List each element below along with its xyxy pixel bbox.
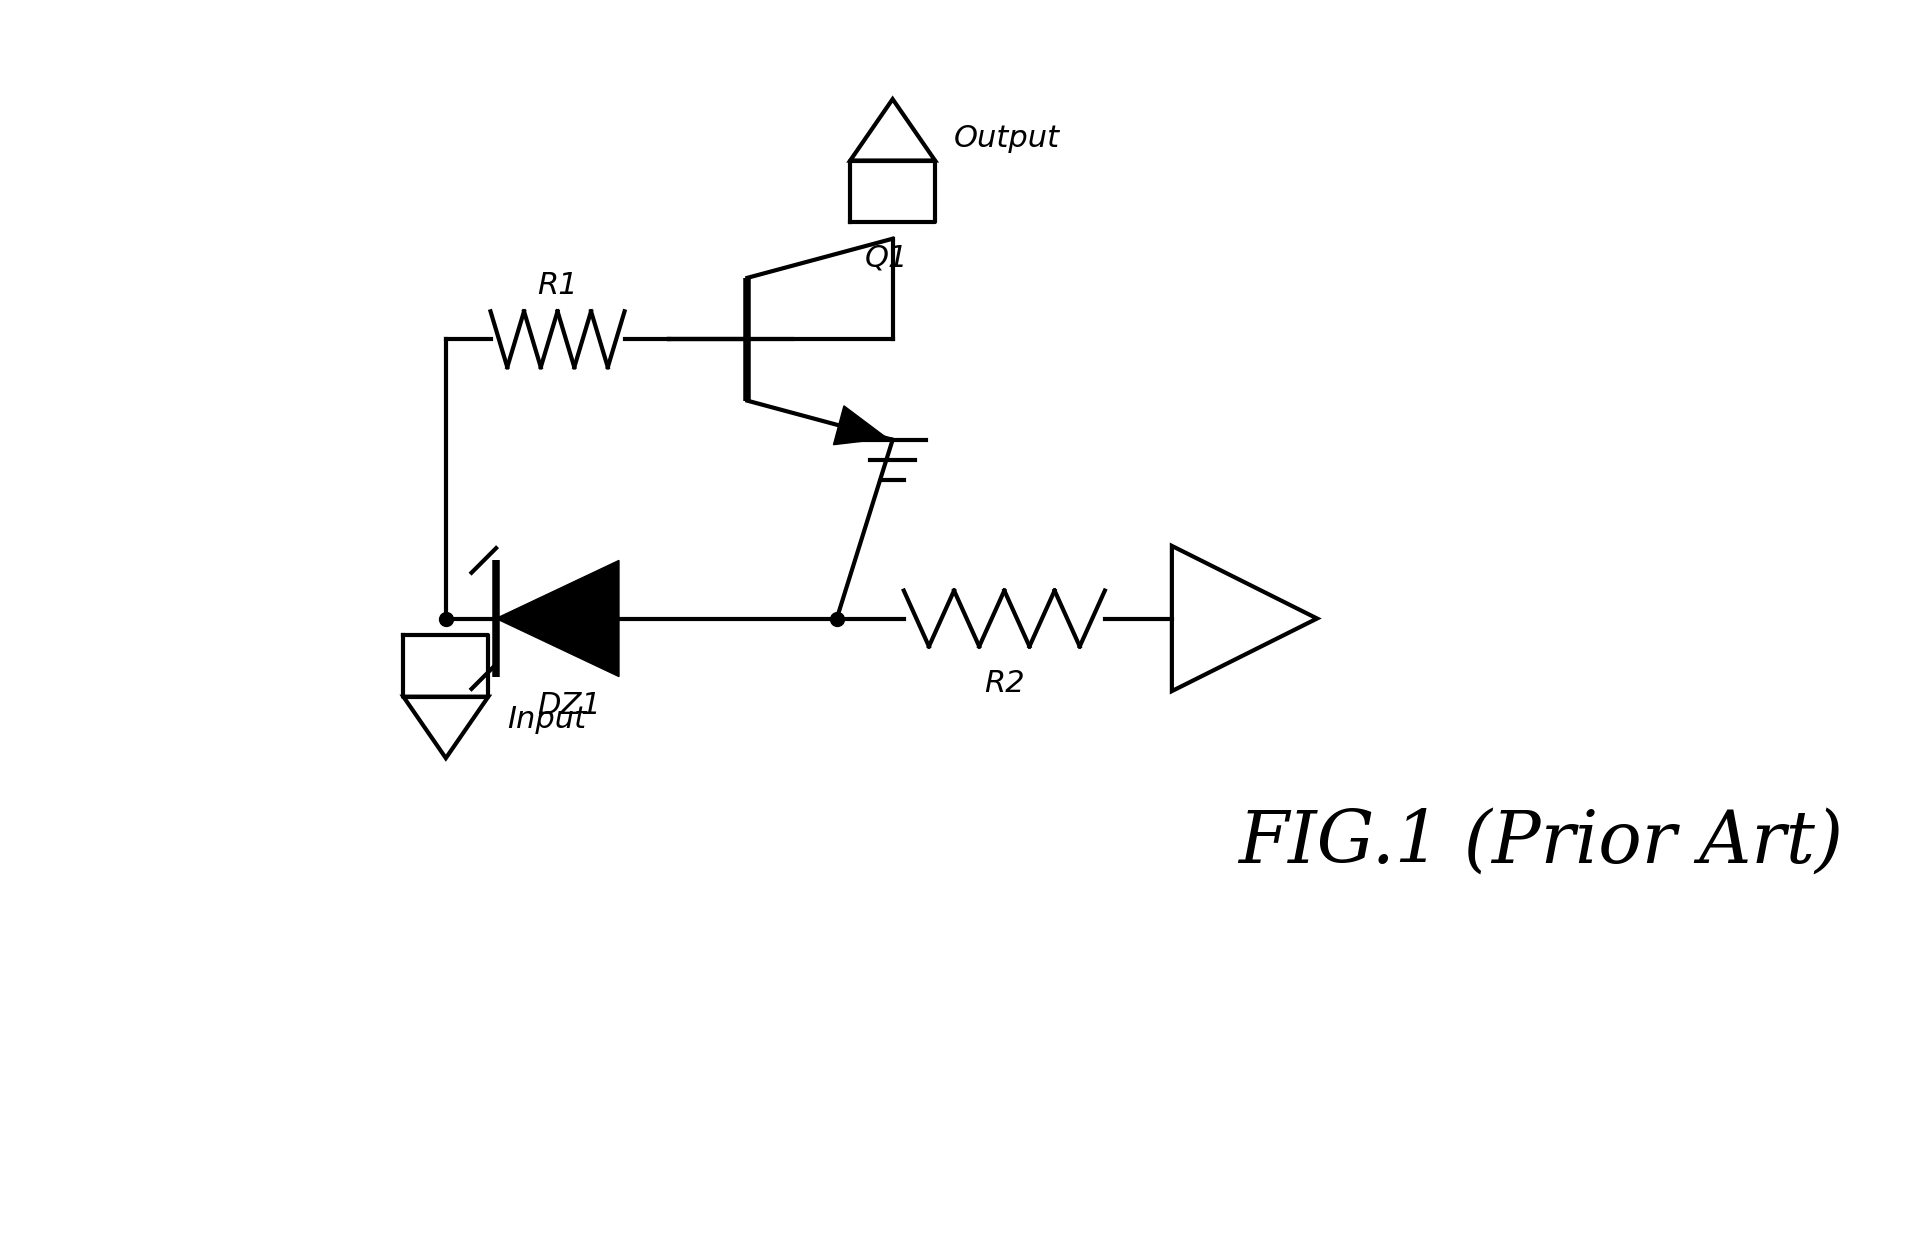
Text: DZ1: DZ1 xyxy=(536,691,600,720)
Polygon shape xyxy=(833,406,887,444)
Text: Q1: Q1 xyxy=(864,244,908,272)
Text: FIG.1 (Prior Art): FIG.1 (Prior Art) xyxy=(1238,807,1843,877)
Polygon shape xyxy=(1173,546,1316,691)
Text: R1: R1 xyxy=(536,271,579,301)
Text: Input: Input xyxy=(508,705,586,734)
Text: R2: R2 xyxy=(985,669,1025,698)
Polygon shape xyxy=(404,696,489,758)
Text: Output: Output xyxy=(954,124,1060,152)
Polygon shape xyxy=(851,99,935,161)
Polygon shape xyxy=(496,560,619,677)
